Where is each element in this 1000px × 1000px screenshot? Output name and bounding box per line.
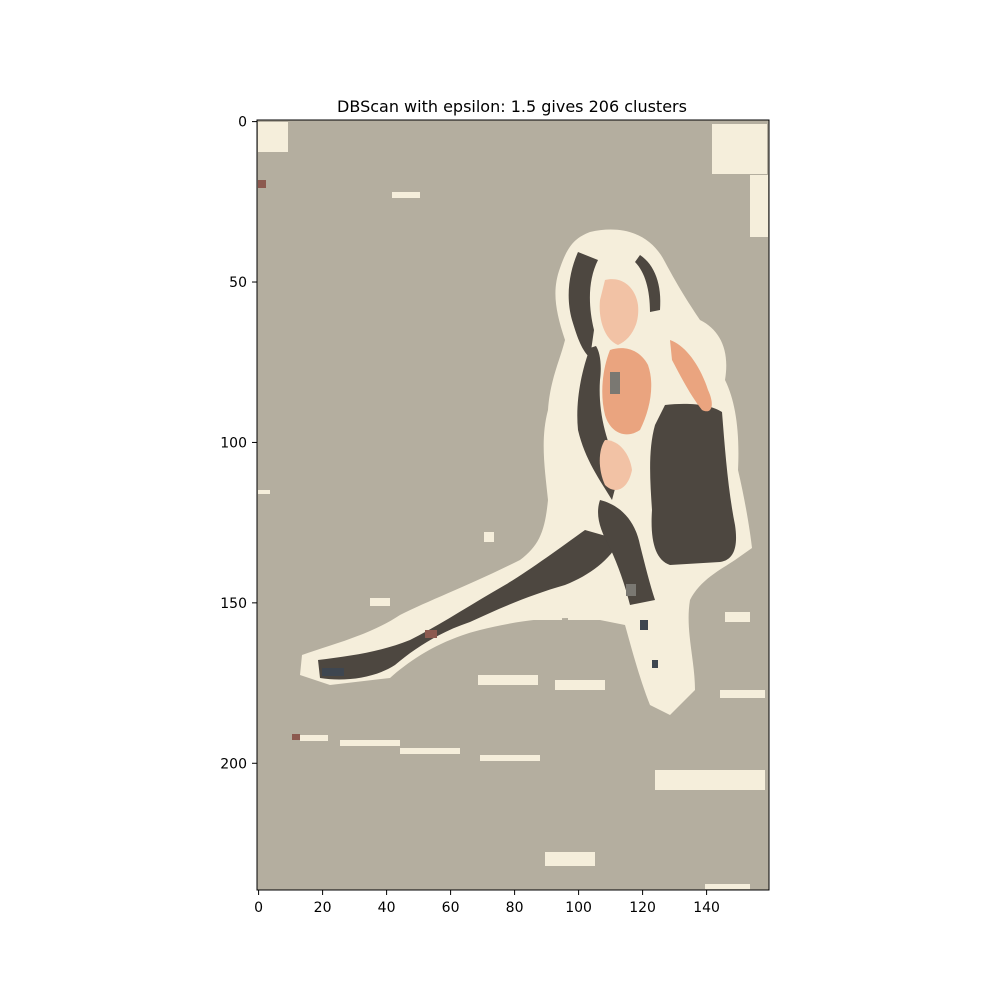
- axes-frame: [256, 119, 770, 891]
- x-tick-label: 60: [442, 900, 460, 916]
- y-tick-label: 50: [229, 275, 247, 291]
- x-tick-label: 40: [378, 900, 396, 916]
- leg-bent: [598, 500, 655, 605]
- y-tick-label: 100: [220, 435, 247, 451]
- rust-patch-1: [425, 630, 437, 638]
- knee-skin: [599, 440, 632, 490]
- x-tick-label: 120: [629, 900, 656, 916]
- shoe-patch: [322, 668, 344, 676]
- arm-right-skin: [670, 340, 712, 412]
- dark-regions: [318, 252, 737, 680]
- rust-patch-4: [258, 180, 266, 188]
- background-speckles: [258, 122, 768, 889]
- y-tick-label: 0: [238, 115, 247, 131]
- gray-patch-2: [626, 584, 636, 596]
- boot-patch-1: [640, 620, 648, 630]
- face: [599, 279, 639, 345]
- gray-patch-1: [610, 372, 620, 394]
- y-tick-label: 150: [220, 596, 247, 612]
- x-tick-label: 100: [565, 900, 592, 916]
- chest: [602, 348, 652, 435]
- hair-right: [635, 255, 661, 312]
- x-tick-label: 140: [693, 900, 720, 916]
- dress: [650, 403, 737, 565]
- hair-left: [568, 252, 598, 358]
- y-tick-label: 200: [220, 756, 247, 772]
- x-tick-label: 20: [314, 900, 332, 916]
- boot-patch-2: [652, 660, 658, 668]
- y-axis: 0 50 100 150 200: [220, 115, 257, 772]
- segmented-image: [257, 120, 769, 890]
- x-tick-label: 80: [506, 900, 524, 916]
- leg-extended: [318, 530, 620, 680]
- x-axis: 0 20 40 60 80 100 120 140: [254, 890, 720, 916]
- skin-regions: [599, 279, 712, 490]
- figure-title: DBScan with epsilon: 1.5 gives 206 clust…: [337, 97, 687, 116]
- x-tick-label: 0: [254, 900, 263, 916]
- rust-patch-2: [292, 734, 300, 740]
